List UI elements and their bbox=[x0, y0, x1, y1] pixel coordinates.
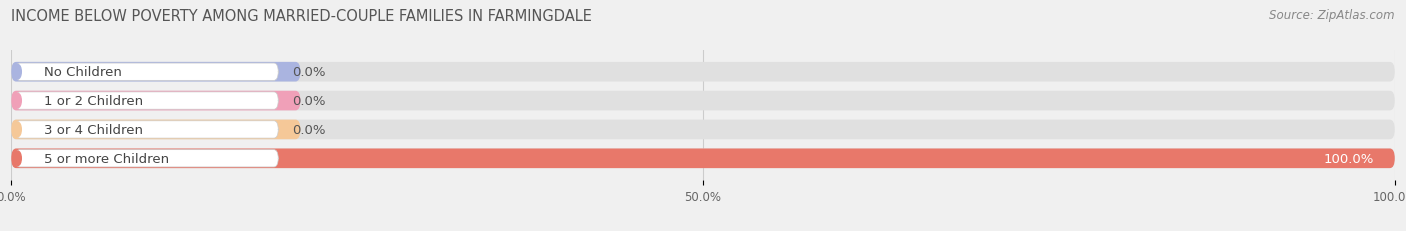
FancyBboxPatch shape bbox=[11, 91, 1395, 111]
FancyBboxPatch shape bbox=[11, 120, 301, 140]
Circle shape bbox=[14, 65, 21, 80]
FancyBboxPatch shape bbox=[11, 63, 1395, 82]
FancyBboxPatch shape bbox=[15, 64, 278, 81]
FancyBboxPatch shape bbox=[11, 149, 1395, 168]
Text: 5 or more Children: 5 or more Children bbox=[45, 152, 170, 165]
Circle shape bbox=[14, 151, 21, 166]
Text: 0.0%: 0.0% bbox=[292, 95, 326, 108]
Circle shape bbox=[14, 123, 21, 137]
FancyBboxPatch shape bbox=[15, 121, 278, 138]
Text: 1 or 2 Children: 1 or 2 Children bbox=[45, 95, 143, 108]
FancyBboxPatch shape bbox=[11, 63, 301, 82]
FancyBboxPatch shape bbox=[11, 120, 1395, 140]
FancyBboxPatch shape bbox=[11, 91, 301, 111]
Text: 3 or 4 Children: 3 or 4 Children bbox=[45, 123, 143, 136]
Text: 0.0%: 0.0% bbox=[292, 66, 326, 79]
Text: No Children: No Children bbox=[45, 66, 122, 79]
FancyBboxPatch shape bbox=[15, 93, 278, 110]
Text: 0.0%: 0.0% bbox=[292, 123, 326, 136]
FancyBboxPatch shape bbox=[15, 150, 278, 167]
FancyBboxPatch shape bbox=[11, 149, 1395, 168]
Text: 100.0%: 100.0% bbox=[1323, 152, 1374, 165]
Text: INCOME BELOW POVERTY AMONG MARRIED-COUPLE FAMILIES IN FARMINGDALE: INCOME BELOW POVERTY AMONG MARRIED-COUPL… bbox=[11, 9, 592, 24]
Text: Source: ZipAtlas.com: Source: ZipAtlas.com bbox=[1270, 9, 1395, 22]
Circle shape bbox=[14, 94, 21, 108]
